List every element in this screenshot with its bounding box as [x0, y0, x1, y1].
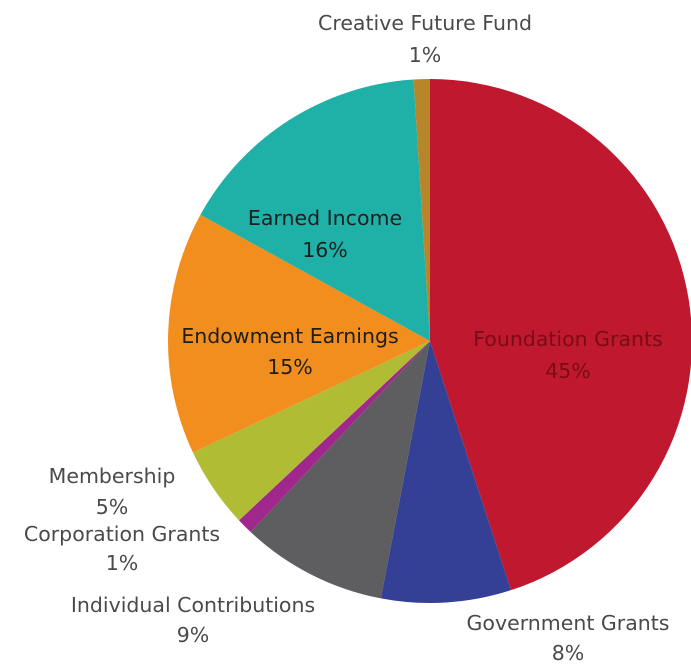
slice-label-endowment-earnings: Endowment Earnings [181, 324, 398, 348]
label-foundation-grants: Foundation Grants 45% [473, 327, 663, 383]
slice-value-corporation-grants: 1% [106, 551, 139, 575]
pie-slice-membership [192, 341, 430, 521]
label-government-grants: Government Grants 8% [467, 611, 670, 665]
label-earned-income: Earned Income 16% [248, 206, 402, 262]
slice-label-membership: Membership [49, 464, 176, 488]
slice-value-individual-contributions: 9% [177, 623, 210, 647]
pie-slice-individual-contributions [250, 341, 430, 599]
pie-slice-government-grants [380, 341, 511, 604]
pie-slices [168, 79, 691, 604]
slice-value-endowment-earnings: 15% [267, 355, 313, 379]
slice-label-government-grants: Government Grants [467, 611, 670, 635]
label-endowment-earnings: Endowment Earnings 15% [181, 324, 398, 379]
pie-slice-corporation-grants [239, 341, 430, 532]
slice-value-government-grants: 8% [552, 641, 585, 665]
slice-label-creative-future-fund: Creative Future Fund [318, 11, 532, 35]
pie-slice-creative-future-fund [413, 79, 430, 341]
label-creative-future-fund: Creative Future Fund 1% [318, 11, 532, 67]
pie-slice-endowment-earnings [168, 214, 430, 453]
pie-slice-foundation-grants [430, 79, 691, 591]
slice-label-earned-income: Earned Income [248, 206, 402, 230]
slice-value-membership: 5% [96, 495, 129, 519]
slice-label-foundation-grants: Foundation Grants [473, 327, 663, 351]
label-individual-contributions: Individual Contributions 9% [71, 593, 315, 647]
label-corporation-grants: Corporation Grants 1% [24, 522, 220, 575]
slice-value-earned-income: 16% [302, 238, 348, 262]
pie-slice-earned-income [200, 79, 430, 342]
slice-value-creative-future-fund: 1% [409, 43, 442, 67]
slice-label-individual-contributions: Individual Contributions [71, 593, 315, 617]
label-membership: Membership 5% [49, 464, 176, 519]
slice-value-foundation-grants: 45% [545, 359, 591, 383]
slice-label-corporation-grants: Corporation Grants [24, 522, 220, 546]
